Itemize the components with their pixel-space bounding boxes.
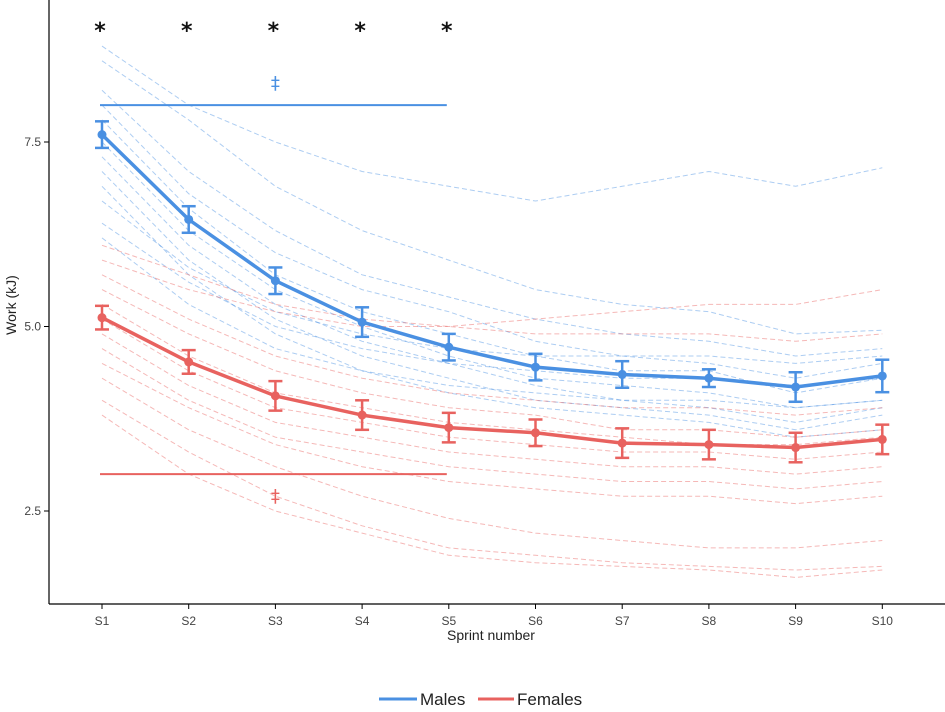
- females-mean-point-S6: [531, 428, 540, 438]
- star-layer: * * * * *: [94, 19, 453, 44]
- y-axis-title: Work (kJ): [3, 275, 19, 335]
- individual-line-females-2: [101, 259, 883, 327]
- individual-line-males-4: [101, 104, 883, 379]
- males-mean-point-S6: [531, 362, 540, 372]
- legend-label-females: Females: [517, 690, 582, 709]
- females-bracket-dagger: ‡: [271, 486, 280, 507]
- legend-label-males: Males: [420, 690, 465, 709]
- individual-line-females-4: [101, 289, 883, 438]
- individual-line-males-8: [101, 171, 883, 431]
- males-bracket-dagger: ‡: [271, 73, 280, 94]
- significance-star-S4: *: [354, 19, 366, 44]
- y-tick-label-5.0: 5.0: [24, 320, 41, 334]
- males-mean-line: [100, 132, 885, 389]
- individual-line-females-9: [101, 362, 883, 505]
- axes-layer: [48, 0, 945, 605]
- significance-star-S1: *: [94, 19, 106, 44]
- males-mean-point-S4: [357, 317, 367, 327]
- females-mean-point-S5: [444, 423, 454, 433]
- males-mean-point-S9: [791, 382, 801, 392]
- individual-line-males-10: [101, 200, 883, 364]
- x-axis-title: Sprint number: [447, 627, 535, 643]
- males-mean-point-S2: [184, 214, 194, 224]
- legend: Males Females: [379, 690, 582, 709]
- mean-lines-layer: [95, 120, 890, 464]
- females-mean-point-S2: [184, 357, 194, 367]
- brackets-layer: ‡‡: [100, 73, 447, 507]
- individual-line-males-2: [101, 60, 883, 335]
- females-mean-point-S9: [791, 443, 801, 453]
- x-tick-label-S10: S10: [872, 614, 894, 628]
- x-tick-label-S9: S9: [788, 614, 803, 628]
- individual-line-males-5: [101, 119, 883, 394]
- males-mean-point-S3: [270, 276, 280, 286]
- males-mean-point-S8: [704, 373, 714, 383]
- x-tick-label-S8: S8: [702, 614, 717, 628]
- significance-star-S5: *: [441, 19, 453, 44]
- males-mean-point-S1: [97, 130, 107, 140]
- y-tick-label-7.5: 7.5: [24, 135, 41, 149]
- x-tick-label-S3: S3: [268, 614, 283, 628]
- males-mean-point-S5: [444, 342, 454, 352]
- individual-line-females-12: [101, 414, 883, 578]
- individual-line-females-7: [101, 333, 883, 475]
- significance-star-S2: *: [181, 19, 193, 44]
- individual-line-males-12: [101, 237, 883, 409]
- females-mean-point-S1: [97, 313, 107, 323]
- tick-layer: 2.5 5.0 7.5 S1 S2 S3 S4 S5 S6 S7 S8 S9 S10: [24, 135, 893, 628]
- individual-line-females-8: [101, 348, 883, 490]
- males-mean-point-S10: [877, 371, 887, 381]
- x-tick-label-S7: S7: [615, 614, 630, 628]
- x-tick-label-S5: S5: [441, 614, 456, 628]
- individual-line-females-1: [101, 244, 883, 342]
- individual-line-females-3: [101, 274, 883, 416]
- x-tick-label-S2: S2: [181, 614, 196, 628]
- x-tick-label-S4: S4: [355, 614, 370, 628]
- individual-line-males-7: [101, 156, 883, 423]
- individual-line-males-3: [101, 89, 883, 357]
- females-mean-point-S4: [357, 410, 367, 420]
- significance-star-S3: *: [268, 19, 280, 44]
- individual-line-males-6: [101, 141, 883, 409]
- individual-line-females-10: [101, 377, 883, 549]
- x-tick-label-S6: S6: [528, 614, 543, 628]
- females-mean-point-S8: [704, 440, 714, 450]
- individual-line-females-6: [101, 318, 883, 460]
- individual-line-males-9: [101, 185, 883, 438]
- females-mean-point-S7: [617, 438, 627, 448]
- individual-line-males-1: [101, 45, 883, 202]
- individual-lines-layer: [101, 45, 883, 578]
- females-mean-point-S3: [270, 391, 280, 401]
- y-tick-label-2.5: 2.5: [24, 504, 41, 518]
- x-tick-label-S1: S1: [95, 614, 110, 628]
- males-mean-point-S7: [617, 369, 627, 379]
- females-mean-line: [100, 315, 885, 450]
- individual-line-females-11: [101, 399, 883, 571]
- females-mean-point-S10: [877, 434, 887, 444]
